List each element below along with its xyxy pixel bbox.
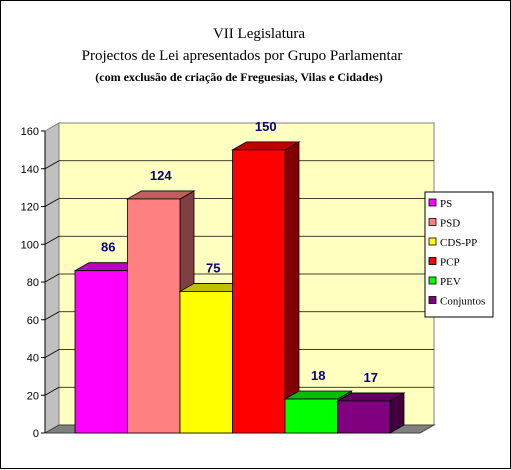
legend-label: PCP bbox=[440, 257, 460, 269]
gridline-side bbox=[44, 198, 60, 207]
y-tick-label: 160 bbox=[21, 126, 39, 138]
bar-pcp bbox=[230, 141, 301, 434]
gridline-side bbox=[44, 160, 60, 170]
gridline-side bbox=[44, 273, 60, 283]
y-tick-label: 120 bbox=[21, 202, 39, 214]
legend-label: PS bbox=[440, 198, 452, 210]
bar-front bbox=[337, 400, 391, 434]
bar-side bbox=[284, 141, 300, 434]
data-label: 124 bbox=[150, 168, 172, 183]
legend-swatch bbox=[428, 237, 437, 246]
legend-label: PSD bbox=[440, 218, 460, 230]
y-tick-label: 140 bbox=[21, 164, 39, 176]
data-label: 17 bbox=[364, 370, 378, 385]
gridline-side bbox=[44, 386, 60, 396]
legend-swatch bbox=[428, 257, 437, 265]
gridline-side bbox=[44, 235, 60, 245]
legend-swatch bbox=[428, 296, 437, 304]
y-tick-label: 20 bbox=[27, 390, 39, 402]
legend-swatch bbox=[428, 198, 437, 207]
data-label: 86 bbox=[101, 240, 115, 255]
data-label: 18 bbox=[311, 368, 325, 383]
chart-note: (com exclusão de criação de Freguesias, … bbox=[95, 70, 382, 84]
legend-swatch bbox=[428, 218, 437, 226]
y-tick-label: 80 bbox=[27, 277, 39, 289]
legend-label: CDS-PP bbox=[440, 237, 477, 249]
legend-label: Conjuntos bbox=[440, 296, 485, 308]
gridline-side bbox=[44, 311, 60, 321]
gridline-side bbox=[44, 349, 60, 358]
y-tick-label: 100 bbox=[21, 239, 39, 251]
y-tick-label: 0 bbox=[33, 428, 39, 440]
y-tick-label: 60 bbox=[27, 315, 39, 327]
data-label: 75 bbox=[206, 260, 220, 275]
legend-label: PEV bbox=[440, 276, 461, 288]
bar-front bbox=[179, 291, 233, 434]
data-label: 150 bbox=[255, 119, 277, 134]
bar-front bbox=[74, 270, 128, 434]
chart-subtitle: Projectos de Lei apresentados por Grupo … bbox=[82, 48, 403, 64]
y-tick-label: 40 bbox=[27, 353, 39, 365]
bar-front bbox=[232, 149, 286, 434]
bar-conjuntos bbox=[335, 392, 406, 434]
chart-title: VII Legislatura bbox=[213, 26, 305, 42]
bar-front bbox=[127, 198, 181, 434]
plot-area: 0 20 40 60 80 100 120 140 160 86 124 75 150 18 17 bbox=[21, 119, 436, 440]
bar-front bbox=[284, 398, 338, 434]
legend-swatch bbox=[428, 276, 437, 285]
legend: PS PSD CDS-PP PCP PEV Conjuntos bbox=[424, 191, 494, 318]
